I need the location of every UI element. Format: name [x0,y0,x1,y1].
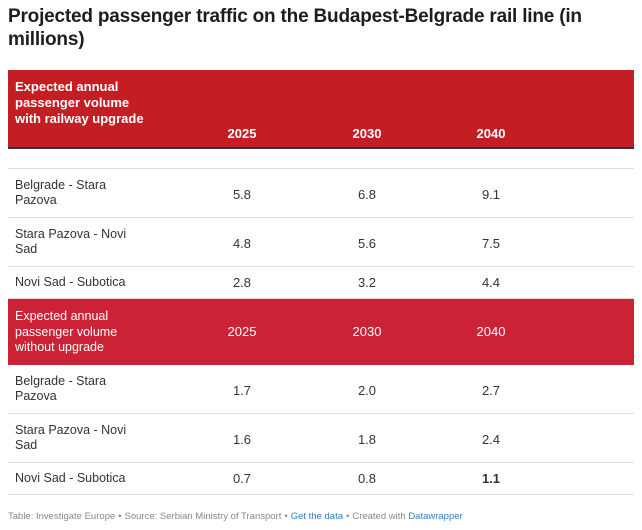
table-cell: 1.8 [357,432,377,447]
table-cell: 0.7 [232,471,252,486]
table-cell: 2.8 [232,275,252,290]
column-header-2025[interactable]: 2025 [227,126,257,141]
column-header-2030: 2030 [352,324,382,339]
table-cell: 1.1 [481,471,501,486]
table-cell: 5.8 [232,187,252,202]
table-cell: 6.8 [357,187,377,202]
footer-separator: • [118,511,122,522]
footer-separator: • [346,511,350,522]
row-label: Stara Pazova - Novi Sad [15,227,127,256]
table-cell: 2.0 [357,383,377,398]
table-row: Novi Sad - Subotica 2.8 3.2 4.4 [8,267,634,299]
table-cell: 4.4 [481,275,501,290]
column-header-2040[interactable]: 2040 [476,126,506,141]
table-row: Belgrade - Stara Pazova 1.7 2.0 2.7 [8,365,634,414]
row-label: Belgrade - Stara Pazova [15,178,107,207]
column-header-2040: 2040 [476,324,506,339]
group-label-without-upgrade: Expected annual passenger volume without… [15,309,118,354]
column-header-2025: 2025 [227,324,257,339]
table-cell: 5.6 [357,236,377,251]
chart-title: Projected passenger traffic on the Budap… [8,6,582,50]
table-cell: 1.6 [232,432,252,447]
table-row: Stara Pazova - Novi Sad 1.6 1.8 2.4 [8,414,634,463]
row-label: Novi Sad - Subotica [15,471,126,485]
table-header-without-upgrade: Expected annual passenger volume without… [8,299,634,365]
table-cell: 0.8 [357,471,377,486]
table-cell: 2.4 [481,432,501,447]
footer-source: Source: Serbian Ministry of Transport [124,511,282,522]
table-cell: 3.2 [357,275,377,290]
column-header-2030[interactable]: 2030 [352,126,382,141]
footer-separator: • [284,511,288,522]
chart-footer: Table: Investigate Europe • Source: Serbia… [8,511,463,522]
table-row: Stara Pazova - Novi Sad 4.8 5.6 7.5 [8,218,634,267]
row-label: Stara Pazova - Novi Sad [15,423,127,452]
table-cell: 4.8 [232,236,252,251]
table-spacer-row [8,149,634,169]
table-cell: 2.7 [481,383,501,398]
table-cell: 1.7 [232,383,252,398]
table-cell: 7.5 [481,236,501,251]
get-the-data-link[interactable]: Get the data [290,511,343,522]
data-table: Expected annual passenger volume with ra… [8,70,634,495]
group-label-with-upgrade: Expected annual passenger volume with ra… [15,79,144,126]
table-row: Belgrade - Stara Pazova 5.8 6.8 9.1 [8,169,634,218]
footer-created-with: Created with [352,511,406,522]
row-label: Novi Sad - Subotica [15,275,126,289]
table-row: Novi Sad - Subotica 0.7 0.8 1.1 [8,463,634,495]
table-cell: 9.1 [481,187,501,202]
table-header-with-upgrade: Expected annual passenger volume with ra… [8,70,634,149]
footer-table-by: Table: Investigate Europe [8,511,116,522]
datawrapper-link[interactable]: Datawrapper [408,511,463,522]
row-label: Belgrade - Stara Pazova [15,374,107,403]
